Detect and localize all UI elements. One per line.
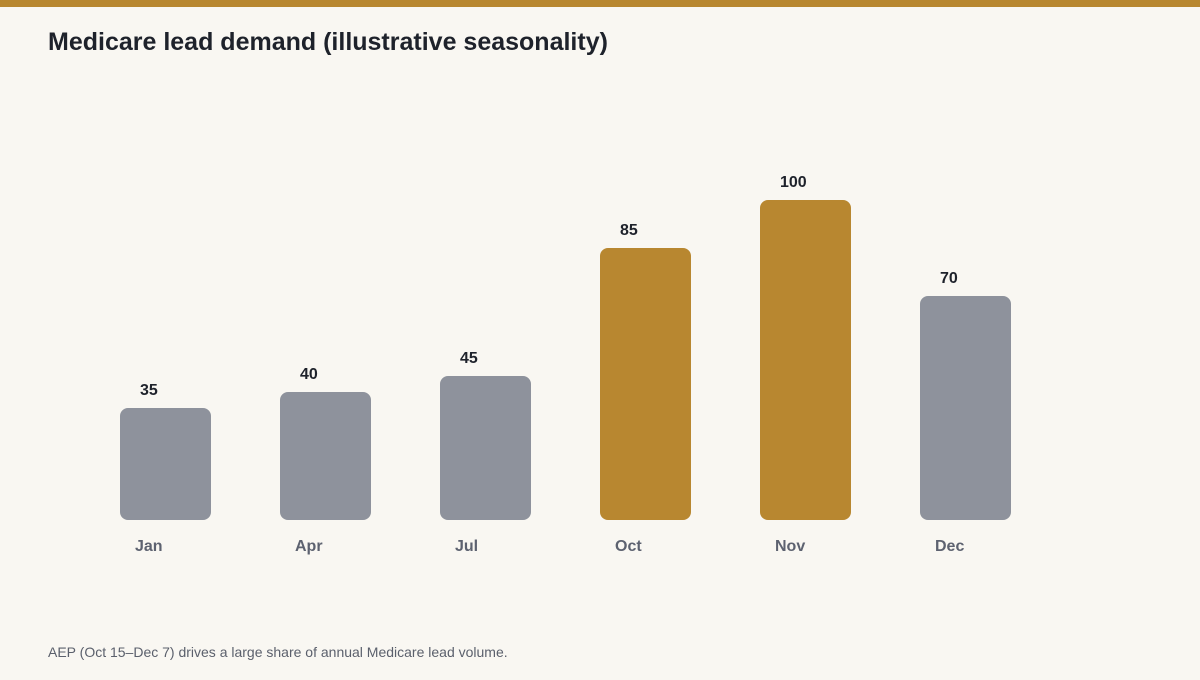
tick-label-apr: Apr — [295, 538, 323, 555]
tick-label-nov: Nov — [775, 538, 805, 555]
tick-label-oct: Oct — [615, 538, 642, 555]
value-label-dec: 70 — [940, 270, 958, 287]
bars-layer — [120, 200, 1011, 520]
bar-dec — [920, 296, 1011, 520]
chart-title: Medicare lead demand (illustrative seaso… — [48, 28, 608, 56]
bar-oct — [600, 248, 691, 520]
tick-label-dec: Dec — [935, 538, 964, 555]
value-label-oct: 85 — [620, 222, 638, 239]
tick-label-jan: Jan — [135, 538, 163, 555]
x-axis-ticks-layer: Jan Apr Jul Oct Nov Dec — [135, 538, 964, 555]
value-label-nov: 100 — [780, 174, 807, 191]
top-accent-bar — [0, 0, 1200, 7]
value-label-apr: 40 — [300, 366, 318, 383]
bar-jul — [440, 376, 531, 520]
bar-nov — [760, 200, 851, 520]
value-labels-layer: 35 40 45 85 100 70 — [140, 174, 958, 399]
bar-jan — [120, 408, 211, 520]
bar-apr — [280, 392, 371, 520]
value-label-jul: 45 — [460, 350, 478, 367]
footnote: AEP (Oct 15–Dec 7) drives a large share … — [48, 644, 508, 660]
tick-label-jul: Jul — [455, 538, 478, 555]
value-label-jan: 35 — [140, 382, 158, 399]
